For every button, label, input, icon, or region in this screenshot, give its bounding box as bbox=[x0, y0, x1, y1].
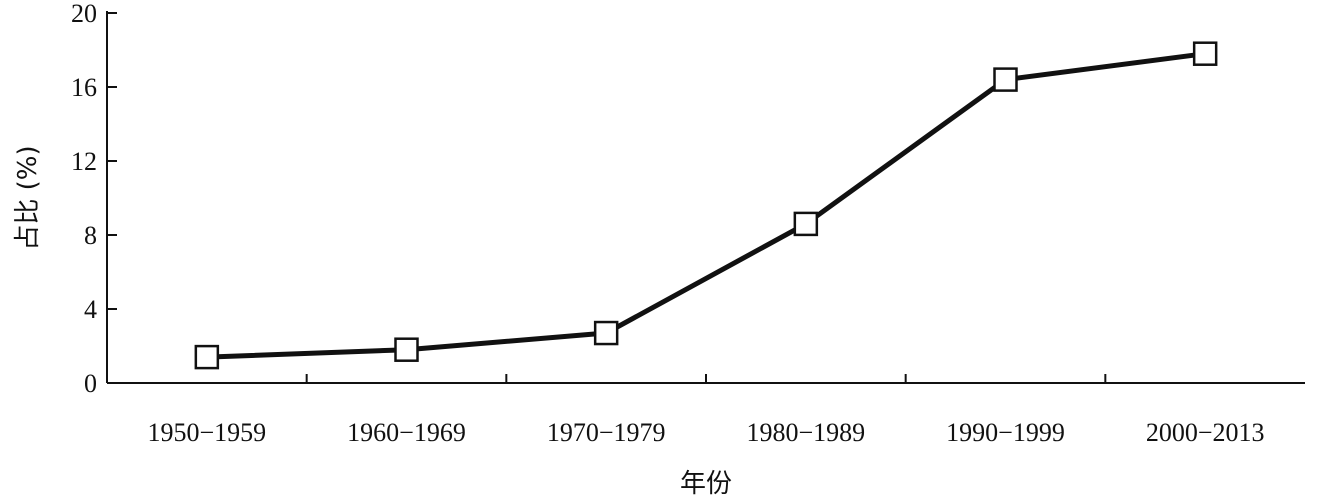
x-ticks: 1950−1959 1960−1969 1970−1979 1980−1989 1990… bbox=[147, 374, 1265, 447]
data-point bbox=[194, 344, 220, 370]
x-axis-title: 年份 bbox=[680, 469, 732, 499]
x-tick-label: 1950−1959 bbox=[147, 418, 266, 447]
data-point bbox=[394, 337, 419, 362]
data-point bbox=[993, 67, 1018, 92]
series bbox=[194, 41, 1218, 370]
axes bbox=[106, 11, 1305, 384]
x-tick-label: 1970−1979 bbox=[547, 418, 666, 447]
y-axis-title: 占比 (%) bbox=[13, 145, 43, 250]
y-tick-label: 16 bbox=[71, 73, 97, 102]
y-tick-label: 4 bbox=[84, 295, 97, 324]
y-tick-label: 12 bbox=[71, 147, 97, 176]
x-tick-label: 1990−1999 bbox=[946, 418, 1065, 447]
data-point bbox=[793, 211, 819, 237]
y-tick-label: 0 bbox=[84, 369, 97, 398]
x-tick-label: 2000−2013 bbox=[1146, 418, 1265, 447]
y-tick-label: 8 bbox=[84, 221, 97, 250]
series-line bbox=[206, 51, 1206, 360]
x-tick-label: 1960−1969 bbox=[347, 418, 466, 447]
data-point bbox=[593, 320, 619, 346]
x-tick-label: 1980−1989 bbox=[746, 418, 865, 447]
data-point bbox=[1192, 41, 1218, 66]
y-tick-label: 20 bbox=[71, 0, 97, 28]
y-ticks: 0 4 8 12 16 20 bbox=[71, 0, 117, 398]
